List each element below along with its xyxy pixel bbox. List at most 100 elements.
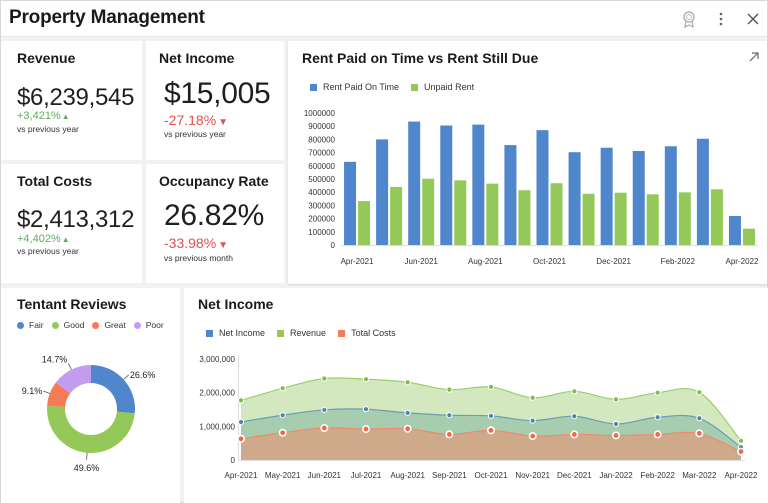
bar-unpaid-rent[interactable] xyxy=(678,192,691,245)
legend-item-great[interactable]: Great xyxy=(92,320,126,330)
point-revenue[interactable] xyxy=(571,388,578,395)
point-net-income[interactable] xyxy=(529,417,536,424)
bar-unpaid-rent[interactable] xyxy=(454,180,467,245)
more-vert-icon[interactable] xyxy=(711,9,731,29)
point-net-income[interactable] xyxy=(321,406,328,413)
bar-unpaid-rent[interactable] xyxy=(582,193,595,245)
bar-unpaid-rent[interactable] xyxy=(518,190,531,245)
point-revenue[interactable] xyxy=(321,375,328,382)
legend-label: Revenue xyxy=(290,328,327,338)
donut-data-label: 9.1% xyxy=(22,386,43,396)
point-net-income[interactable] xyxy=(571,413,578,420)
point-net-income[interactable] xyxy=(612,420,620,428)
legend-item-fair[interactable]: Fair xyxy=(17,320,44,330)
bar-rent-paid[interactable] xyxy=(408,121,421,245)
bar-rent-paid[interactable] xyxy=(536,130,549,245)
legend-label: Good xyxy=(63,320,85,330)
bar-unpaid-rent[interactable] xyxy=(422,178,435,245)
donut-slice-poor[interactable] xyxy=(55,365,91,394)
badge-icon[interactable] xyxy=(679,9,699,29)
point-total-costs[interactable] xyxy=(445,430,454,439)
bar-unpaid-rent[interactable] xyxy=(742,228,755,245)
point-revenue[interactable] xyxy=(404,379,411,386)
point-revenue[interactable] xyxy=(446,386,453,393)
y-tick-label: 0 xyxy=(331,241,336,250)
close-icon[interactable] xyxy=(743,9,763,29)
kpi-delta: +3,421%▲ xyxy=(17,110,70,122)
bar-unpaid-rent[interactable] xyxy=(550,183,563,245)
bar-rent-paid[interactable] xyxy=(664,146,677,245)
bar-unpaid-rent[interactable] xyxy=(710,189,723,245)
point-total-costs[interactable] xyxy=(611,431,620,440)
y-tick-label: 3,000,000 xyxy=(199,355,235,364)
legend-item-net-income[interactable]: Net Income xyxy=(206,328,265,338)
legend-swatch xyxy=(277,329,285,337)
legend-item-revenue[interactable]: Revenue xyxy=(277,328,326,338)
point-net-income[interactable] xyxy=(404,409,411,416)
point-total-costs[interactable] xyxy=(736,447,745,456)
point-net-income[interactable] xyxy=(362,406,370,413)
bar-unpaid-rent[interactable] xyxy=(646,194,659,245)
donut-slice-great[interactable] xyxy=(47,382,71,408)
x-tick-label: Jun-2021 xyxy=(308,471,342,480)
bar-unpaid-rent[interactable] xyxy=(486,183,499,245)
point-net-income[interactable] xyxy=(446,412,453,419)
point-revenue[interactable] xyxy=(529,394,536,401)
legend-swatch xyxy=(411,83,419,91)
point-net-income[interactable] xyxy=(237,418,245,426)
legend-swatch xyxy=(310,83,317,91)
header-bar: Property Management xyxy=(1,1,767,37)
point-net-income[interactable] xyxy=(654,414,661,421)
bar-rent-paid[interactable] xyxy=(472,124,485,245)
kpi-value: 26.82% xyxy=(164,199,264,232)
point-revenue[interactable] xyxy=(737,437,745,444)
bar-rent-paid[interactable] xyxy=(600,147,613,245)
point-net-income[interactable] xyxy=(696,415,703,422)
expand-arrow-icon[interactable] xyxy=(747,50,761,64)
legend-item-good[interactable]: Good xyxy=(51,320,85,330)
y-tick-label: 800000 xyxy=(308,135,335,144)
bar-rent-paid[interactable] xyxy=(696,138,709,245)
point-revenue[interactable] xyxy=(362,376,370,383)
point-net-income[interactable] xyxy=(487,412,495,419)
point-total-costs[interactable] xyxy=(653,430,662,439)
bar-rent-paid[interactable] xyxy=(440,125,453,245)
point-revenue[interactable] xyxy=(279,385,286,392)
point-total-costs[interactable] xyxy=(528,432,537,441)
point-total-costs[interactable] xyxy=(320,424,329,433)
point-total-costs[interactable] xyxy=(236,434,245,443)
point-total-costs[interactable] xyxy=(403,424,412,433)
point-net-income[interactable] xyxy=(279,412,286,419)
point-revenue[interactable] xyxy=(654,389,661,396)
bar-rent-paid[interactable] xyxy=(376,139,389,245)
bar-rent-paid[interactable] xyxy=(728,215,741,245)
bar-unpaid-rent[interactable] xyxy=(358,201,371,245)
bar-unpaid-rent[interactable] xyxy=(390,186,403,245)
legend-item-rent-paid[interactable]: Rent Paid On Time xyxy=(310,82,399,92)
legend-item-poor[interactable]: Poor xyxy=(133,320,164,330)
bar-rent-paid[interactable] xyxy=(568,152,581,245)
bar-rent-paid[interactable] xyxy=(504,145,517,245)
point-revenue[interactable] xyxy=(487,383,495,391)
bar-rent-paid[interactable] xyxy=(632,151,645,245)
legend-item-unpaid-rent[interactable]: Unpaid Rent xyxy=(411,82,474,92)
bar-unpaid-rent[interactable] xyxy=(614,192,627,245)
point-revenue[interactable] xyxy=(696,389,703,396)
point-total-costs[interactable] xyxy=(570,430,579,439)
legend-item-total-costs[interactable]: Total Costs xyxy=(338,328,396,338)
kpi-delta-value: -27.18% xyxy=(164,112,217,128)
point-total-costs[interactable] xyxy=(278,428,287,437)
chart-title: Rent Paid on Time vs Rent Still Due xyxy=(302,50,539,66)
point-total-costs[interactable] xyxy=(362,425,371,434)
donut-slice-fair[interactable] xyxy=(91,365,135,414)
point-total-costs[interactable] xyxy=(486,426,495,435)
legend-label: Total Costs xyxy=(351,328,396,338)
kpi-delta-value: -33.98% xyxy=(164,235,217,251)
point-revenue[interactable] xyxy=(612,396,620,403)
bar-rent-paid[interactable] xyxy=(344,161,357,245)
kpi-comparison: vs previous year xyxy=(17,246,79,256)
point-revenue[interactable] xyxy=(237,397,245,404)
donut-slice-good[interactable] xyxy=(46,405,135,454)
legend-label: Fair xyxy=(29,320,44,330)
point-total-costs[interactable] xyxy=(695,429,704,438)
